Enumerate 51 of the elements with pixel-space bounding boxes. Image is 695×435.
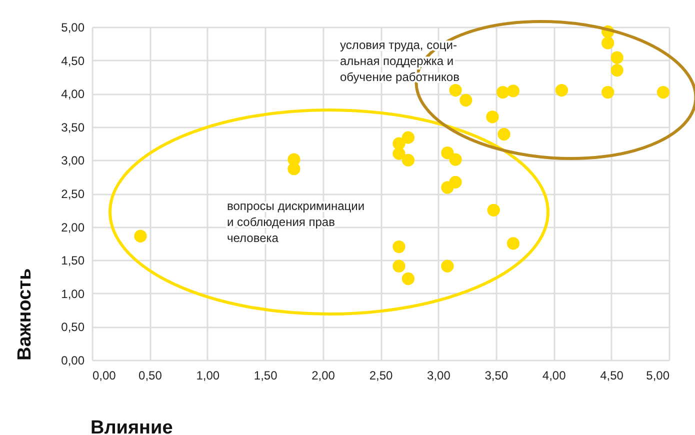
point bbox=[460, 94, 472, 107]
point bbox=[441, 181, 454, 194]
x-tick-label: 1,00 bbox=[196, 368, 220, 382]
point bbox=[134, 230, 147, 242]
point bbox=[602, 86, 614, 99]
point bbox=[656, 86, 670, 99]
point bbox=[487, 204, 500, 216]
y-tick-label: 1,00 bbox=[61, 286, 85, 301]
point bbox=[392, 260, 406, 272]
point bbox=[288, 162, 300, 176]
x-tick-label: 4,00 bbox=[542, 368, 566, 382]
point bbox=[602, 36, 614, 50]
point bbox=[555, 84, 568, 97]
point bbox=[506, 237, 520, 250]
y-tick-label: 3,00 bbox=[61, 154, 85, 168]
point bbox=[441, 146, 454, 160]
point bbox=[610, 64, 624, 77]
point bbox=[392, 240, 406, 254]
y-axis-title: Важность bbox=[14, 268, 36, 360]
point bbox=[498, 128, 510, 141]
y-tick-label: 4,00 bbox=[61, 87, 85, 102]
y-tick-label: 5,00 bbox=[61, 20, 85, 34]
point bbox=[402, 131, 415, 144]
point bbox=[506, 84, 520, 98]
x-tick-label: 2,00 bbox=[312, 368, 336, 382]
point bbox=[449, 84, 462, 97]
y-tick-label: 2,50 bbox=[61, 187, 85, 201]
x-tick-label: 3,50 bbox=[484, 368, 508, 382]
x-tick-label: 4,50 bbox=[600, 368, 624, 382]
x-axis-title: Влияние bbox=[90, 418, 173, 435]
y-tick-label: 3,50 bbox=[61, 120, 85, 134]
y-tick-label: 2,00 bbox=[61, 220, 85, 234]
point bbox=[402, 272, 415, 286]
point bbox=[486, 110, 499, 124]
point bbox=[496, 86, 510, 99]
annotation: вопросы дискриминации и соблюдения прав человека bbox=[227, 199, 365, 245]
point bbox=[610, 51, 624, 64]
x-tick-label: 5,00 bbox=[646, 368, 670, 382]
point bbox=[441, 260, 454, 272]
y-tick-label: 4,50 bbox=[61, 54, 85, 68]
x-tick-label: 0,00 bbox=[92, 368, 116, 382]
y-tick-label: 0,50 bbox=[61, 320, 85, 334]
point bbox=[392, 147, 406, 160]
y-tick-label: 1,50 bbox=[61, 254, 85, 268]
point bbox=[402, 154, 415, 167]
x-tick-label: 3,00 bbox=[427, 368, 451, 382]
x-tick-label: 0,50 bbox=[138, 368, 162, 382]
x-tick-label: 1,50 bbox=[254, 368, 278, 382]
x-tick-label: 2,50 bbox=[369, 368, 393, 382]
y-tick-label: 0,00 bbox=[61, 354, 85, 368]
point bbox=[449, 153, 462, 166]
